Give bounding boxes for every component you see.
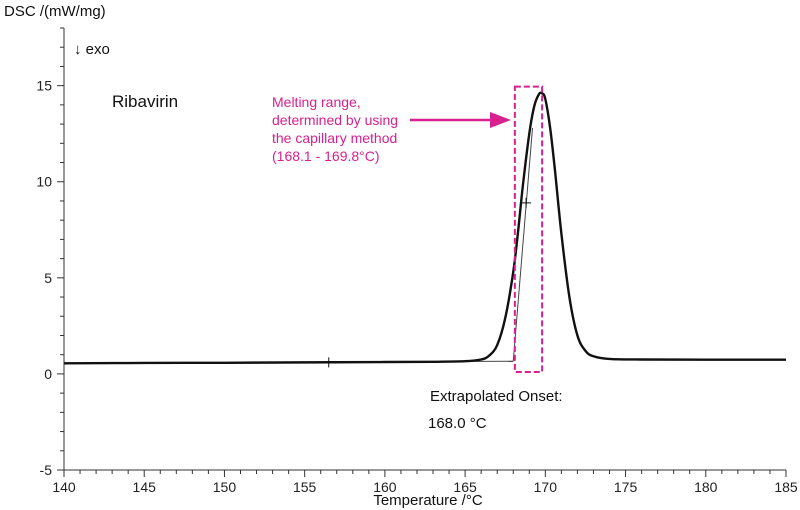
melting-note-line-2: determined by using: [272, 112, 398, 128]
y-ticks: -5 0 5 10 15: [36, 27, 64, 478]
x-tick-label: 170: [534, 479, 558, 495]
onset-value: 168.0 °C: [428, 415, 487, 432]
arrow-head-icon: [490, 112, 511, 128]
melting-range-annotation: Melting range, determined by using the c…: [272, 94, 398, 164]
x-tick-label: 155: [293, 479, 317, 495]
axes: -5 0 5 10 15 140 145 150 155 160 165 170 175 180 185: [36, 27, 798, 495]
plot-area: [63, 85, 787, 373]
x-tick-label: 160: [373, 479, 397, 495]
x-tick-label: 180: [694, 479, 718, 495]
onset-tangent-line: [512, 127, 533, 362]
x-tick-label: 185: [774, 479, 798, 495]
melting-range-arrow: [410, 112, 511, 128]
melting-note-line-1: Melting range,: [272, 94, 361, 110]
x-tick-label: 145: [133, 479, 157, 495]
y-tick-label: -5: [40, 462, 53, 478]
melting-range-box: [513, 85, 544, 373]
y-tick-label: 0: [44, 366, 52, 382]
x-tick-label: 165: [453, 479, 477, 495]
curve-markers: [323, 197, 532, 368]
x-axis-label: Temperature /°C: [373, 492, 483, 509]
melting-note-line-4: (168.1 - 169.8°C): [272, 148, 380, 164]
y-tick-label: 10: [36, 174, 52, 190]
x-tick-label: 175: [614, 479, 638, 495]
y-tick-label: 5: [44, 270, 52, 286]
x-tick-label: 150: [213, 479, 237, 495]
melting-note-line-3: the capillary method: [272, 130, 397, 146]
x-tick-label: 140: [52, 479, 76, 495]
exo-direction-label: ↓ exo: [74, 41, 110, 58]
dsc-curve-ribavirin: [63, 91, 787, 365]
y-axis-label: DSC /(mW/mg): [4, 3, 106, 20]
y-tick-label: 15: [36, 78, 52, 94]
sample-name-label: Ribavirin: [112, 92, 178, 111]
x-ticks: 140 145 150 155 160 165 170 175 180 185: [52, 470, 798, 495]
onset-label: Extrapolated Onset:: [430, 388, 563, 405]
